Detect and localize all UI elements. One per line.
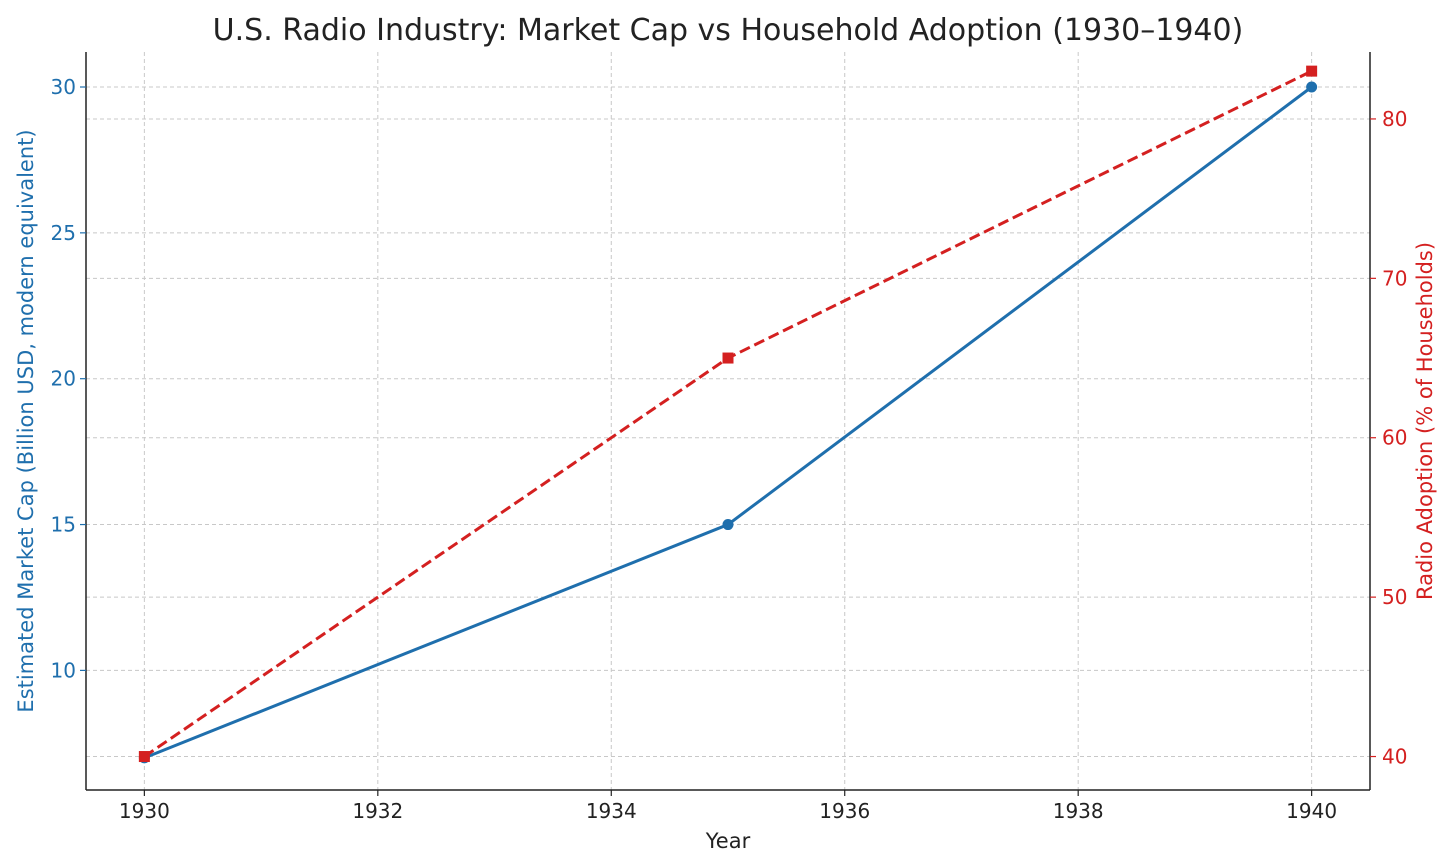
x-tick-label: 1938: [1053, 799, 1104, 823]
x-tick-label: 1930: [119, 799, 170, 823]
y-left-tick-label: 10: [51, 658, 76, 682]
y-left-tick-label: 15: [51, 513, 76, 537]
y-left-tick-label: 20: [51, 367, 76, 391]
x-tick-label: 1934: [586, 799, 637, 823]
y-left-tick-label: 25: [51, 221, 76, 245]
x-tick-label: 1940: [1286, 799, 1337, 823]
y-left-tick-label: 30: [51, 75, 76, 99]
y-right-tick-label: 70: [1382, 266, 1407, 290]
x-axis-title: Year: [705, 829, 751, 853]
adoption-point: [1306, 65, 1318, 77]
y-right-tick-label: 50: [1382, 585, 1407, 609]
x-tick-label: 1932: [352, 799, 403, 823]
y-right-tick-label: 60: [1382, 426, 1407, 450]
market_cap-line: [143, 85, 1313, 760]
adoption-point: [722, 352, 734, 364]
adoption-line: [143, 69, 1313, 758]
grid: [86, 52, 1370, 790]
ticks: 1930 1932 1934 1936 1938 1940 10 15 20 25 30 40 50 60…: [51, 75, 1408, 823]
y-right-tick-label: 80: [1382, 107, 1407, 131]
y-left-axis-title: Estimated Market Cap (Billion USD, moder…: [14, 129, 38, 712]
chart-title: U.S. Radio Industry: Market Cap vs House…: [213, 13, 1244, 48]
y-right-tick-label: 40: [1382, 745, 1407, 769]
market_cap-point: [1306, 81, 1318, 93]
adoption-point: [138, 751, 150, 763]
market_cap-point: [722, 519, 734, 531]
x-tick-label: 1936: [819, 799, 870, 823]
series: [138, 65, 1318, 764]
axes: [85, 52, 1371, 791]
y-right-axis-title: Radio Adoption (% of Households): [1413, 242, 1437, 600]
